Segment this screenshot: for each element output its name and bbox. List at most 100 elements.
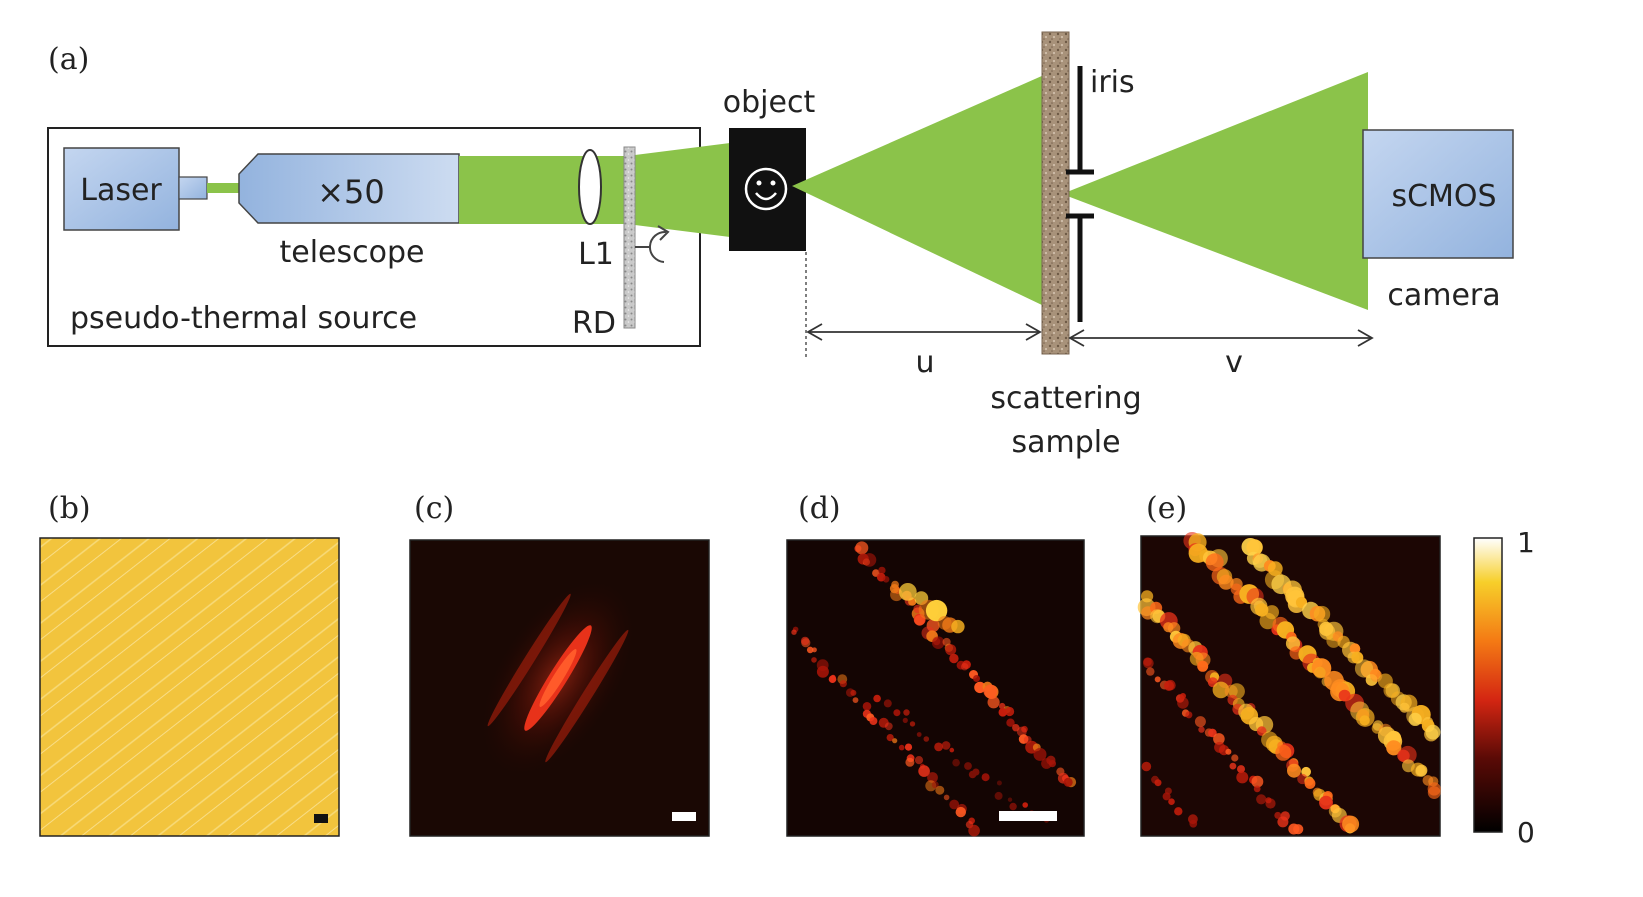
- panel-e-label: (e): [1146, 491, 1187, 526]
- panel-d-speckle: [811, 647, 817, 653]
- panel-e-speckle: [1256, 794, 1267, 805]
- panel-e-speckle: [1246, 539, 1263, 556]
- panel-e-speckle: [1154, 676, 1161, 683]
- colorbar-gradient: [1473, 537, 1503, 833]
- panel-e-speckle: [1189, 819, 1198, 828]
- panel-d-speckle: [981, 773, 990, 782]
- panel-d-scalebar: [999, 811, 1057, 821]
- panel-d-speckle: [862, 702, 872, 711]
- panel-d-speckle: [905, 757, 915, 767]
- panel-e-speckle: [1425, 724, 1441, 740]
- scattering-label-line1: scattering: [990, 381, 1141, 416]
- distance-v-label: v: [1225, 345, 1243, 380]
- panel-d-speckle: [816, 665, 829, 678]
- scattering-label-line2: sample: [1011, 425, 1120, 460]
- panel-e-speckle: [1205, 553, 1224, 572]
- panel-b: (b): [39, 491, 340, 837]
- panel-d-speckle: [855, 541, 869, 555]
- panel-d-speckle: [811, 657, 817, 663]
- panel-d-speckle: [883, 699, 892, 708]
- telescope-magnification: ×50: [317, 173, 385, 211]
- panel-e-speckle: [1304, 778, 1316, 789]
- panel-d-label: (d): [798, 491, 841, 526]
- panel-d-speckle: [951, 619, 965, 634]
- panel-e-speckle: [1399, 702, 1410, 713]
- rotating-diffuser: [623, 146, 636, 329]
- panel-d-speckle: [893, 709, 901, 717]
- panel-d-speckle: [1009, 802, 1017, 811]
- panel-e-speckle: [1313, 605, 1331, 623]
- panel-e-speckle: [1198, 726, 1205, 733]
- panel-d-speckle: [791, 629, 797, 635]
- distance-u-arrow: [806, 323, 1042, 341]
- panel-d-speckle: [800, 636, 810, 646]
- panel-d-speckle: [994, 791, 1003, 800]
- panel-d-image: [786, 539, 1085, 837]
- panel-e-speckle: [1146, 667, 1155, 676]
- panel-e-speckle: [1212, 681, 1230, 699]
- panel-e-speckle: [1218, 574, 1234, 590]
- panel-d-speckle: [972, 768, 980, 776]
- panel-d-speckle: [968, 824, 980, 837]
- panel-c-scalebar: [672, 812, 696, 821]
- panel-b-image: [39, 537, 340, 837]
- telescope-label: telescope: [280, 235, 425, 270]
- panel-d-speckle: [884, 722, 893, 731]
- panel-e-speckle: [1427, 782, 1441, 796]
- distance-u-label: u: [915, 345, 934, 380]
- panel-e-speckle: [1275, 744, 1292, 761]
- panel-e-speckle: [1168, 798, 1175, 805]
- panel-e-speckle: [1163, 680, 1174, 691]
- panel-d-speckle: [828, 675, 837, 683]
- beam-object-sample: [792, 75, 1044, 306]
- laser-box: [63, 147, 180, 231]
- panel-d-speckle: [852, 697, 859, 703]
- panel-d-speckle: [916, 732, 922, 737]
- panel-e-speckle: [1208, 728, 1217, 738]
- panel-d-speckle: [1016, 726, 1027, 737]
- panel-d-speckle: [1022, 802, 1028, 808]
- panel-d-speckle: [949, 653, 959, 664]
- panel-d-speckle: [898, 744, 905, 751]
- panel-d-speckle: [931, 636, 945, 649]
- panel-d-speckle: [961, 663, 969, 671]
- iris: [1066, 66, 1094, 322]
- panel-a-label: (a): [48, 42, 89, 77]
- panel-d-speckle: [873, 694, 881, 703]
- panel-d-speckle: [941, 741, 951, 750]
- panel-e-speckle: [1354, 659, 1374, 678]
- panel-d-speckle: [1048, 760, 1056, 768]
- panel-e-speckle: [1197, 660, 1209, 672]
- panel-e-speckle: [1259, 612, 1277, 630]
- lens-l1: [578, 149, 602, 225]
- object-label: object: [723, 85, 816, 120]
- panel-e-speckle: [1251, 775, 1264, 788]
- panel-e-speckle: [1236, 771, 1249, 784]
- panel-e-speckle: [1143, 657, 1152, 666]
- panel-d-speckle: [1041, 758, 1052, 769]
- panel-c-label: (c): [414, 491, 454, 526]
- panel-e-speckle: [1408, 712, 1422, 727]
- panel-b-label: (b): [48, 491, 91, 526]
- panel-d-speckle: [909, 721, 916, 727]
- lens-l1-label: L1: [578, 237, 614, 272]
- panel-d-speckles: [791, 541, 1077, 837]
- panel-c: (c): [409, 491, 710, 837]
- panel-d-speckle: [882, 576, 890, 583]
- panel-d: (d): [786, 491, 1085, 837]
- panel-d-speckle: [952, 758, 960, 767]
- beam-converge: [627, 143, 730, 237]
- panel-d-speckle: [904, 743, 913, 751]
- rd-label: RD: [572, 306, 616, 341]
- panel-d-speckle: [806, 646, 814, 654]
- beam-laser-telescope: [207, 183, 241, 193]
- panel-d-speckle: [886, 734, 894, 742]
- panel-e-speckle: [1231, 754, 1239, 762]
- panel-d-speckle: [850, 689, 857, 696]
- panel-d-speckle: [935, 785, 945, 795]
- panel-d-speckle: [949, 799, 960, 810]
- panel-d-speckle: [923, 736, 930, 742]
- psf-speckle: [480, 579, 636, 777]
- panel-e-speckle: [1162, 792, 1171, 801]
